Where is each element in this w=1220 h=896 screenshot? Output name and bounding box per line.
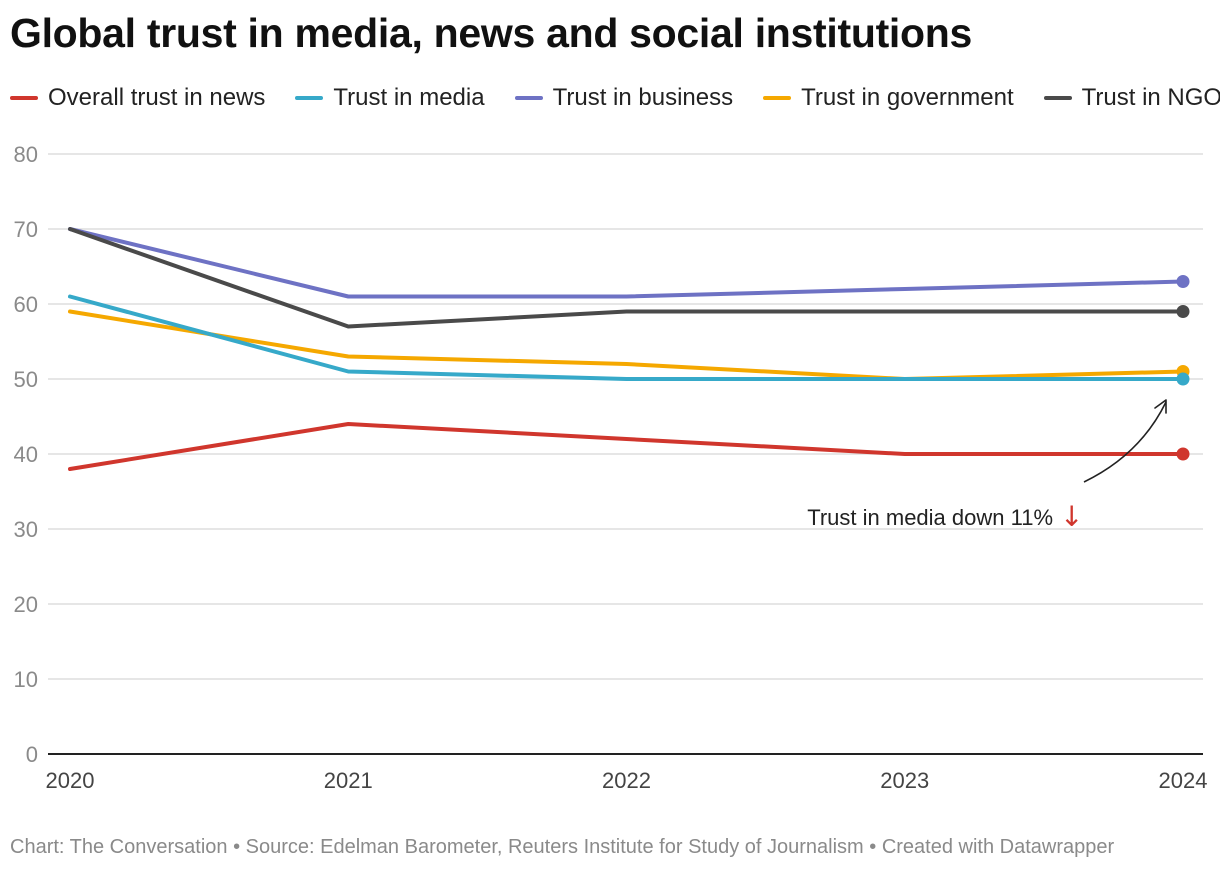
annotation-down-arrow: ↓ <box>1060 500 1083 533</box>
y-tick-label: 10 <box>14 667 38 692</box>
legend-label: Trust in media <box>333 84 485 111</box>
chart-title: Global trust in media, news and social i… <box>10 10 973 56</box>
legend-label: Trust in government <box>801 84 1014 111</box>
y-tick-label: 40 <box>14 442 38 467</box>
end-point-overall-trust-in-news <box>1176 447 1190 461</box>
legend-swatch <box>514 96 543 100</box>
legend-item-trust-in-business: Trust in business <box>514 84 734 112</box>
legend-label: Overall trust in news <box>48 84 266 111</box>
series-line-trust-in-media <box>68 294 1185 381</box>
series-line-trust-in-government <box>68 309 1185 381</box>
legend-item-trust-in-government: Trust in government <box>763 84 1014 112</box>
y-tick-label: 60 <box>14 292 38 317</box>
x-tick-label: 2021 <box>324 768 373 793</box>
legend-item-overall-trust-in-news: Overall trust in news <box>10 84 265 112</box>
legend-item-trust-in-media: Trust in media <box>295 84 485 112</box>
y-tick-label: 70 <box>14 217 38 242</box>
y-tick-label: 0 <box>26 742 38 767</box>
y-tick-label: 30 <box>14 517 38 542</box>
end-point-trust-in-media <box>1176 372 1190 386</box>
legend-swatch <box>295 96 324 100</box>
legend-label: Trust in business <box>552 84 734 111</box>
legend-label: Trust in NGOs <box>1081 84 1220 111</box>
y-tick-label: 80 <box>14 142 38 167</box>
annotation-text: Trust in media down 11% <box>807 505 1053 530</box>
end-point-trust-in-ngos <box>1176 305 1190 318</box>
x-tick-label: 2020 <box>46 768 95 793</box>
y-tick-label: 50 <box>14 367 38 392</box>
x-tick-label: 2023 <box>880 768 929 793</box>
y-tick-label: 20 <box>14 592 38 617</box>
legend-item-trust-in-ngos: Trust in NGOs <box>1043 84 1220 112</box>
series-line-overall-trust-in-news <box>68 422 1185 471</box>
series-line-trust-in-ngos <box>68 227 1185 329</box>
annotation-pointer-head <box>1154 399 1167 414</box>
line-chart: 0 10 20 30 40 50 60 70 80 2020 2021 2022 2023 2024 Tru… <box>14 142 1208 793</box>
x-tick-label: 2022 <box>602 768 651 793</box>
legend-swatch <box>763 96 792 100</box>
end-point-trust-in-business <box>1176 275 1190 288</box>
x-tick-label: 2024 <box>1159 768 1208 793</box>
series-line-trust-in-business <box>68 227 1185 299</box>
annotation-pointer <box>1083 401 1167 483</box>
chart-footer: Chart: The Conversation • Source: Edelma… <box>10 836 1115 858</box>
legend: Overall trust in news Trust in media Trust… <box>10 84 1220 112</box>
legend-swatch <box>1043 96 1072 100</box>
legend-swatch <box>10 96 38 100</box>
